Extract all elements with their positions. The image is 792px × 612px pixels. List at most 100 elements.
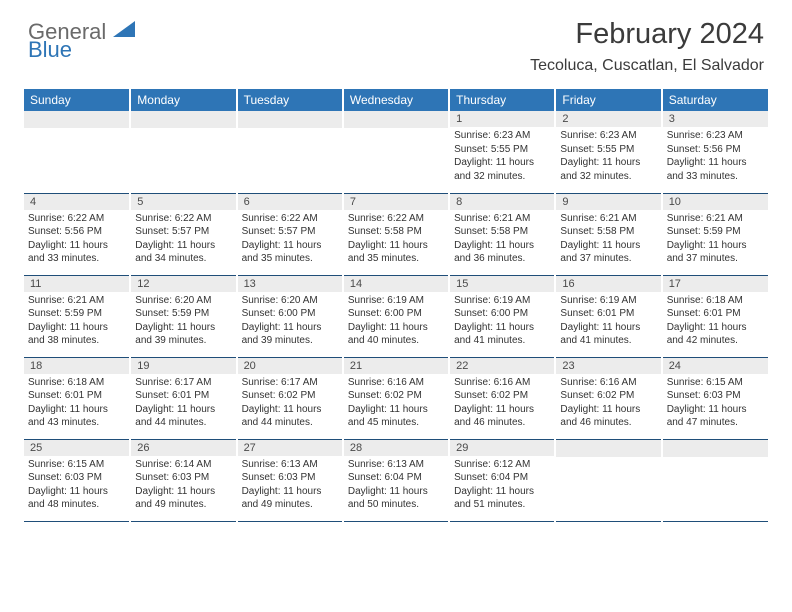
calendar-day-cell: [555, 439, 661, 521]
daylight-line-2: and 37 minutes.: [560, 252, 656, 266]
daylight-line-2: and 39 minutes.: [135, 334, 231, 348]
day-details: Sunrise: 6:22 AMSunset: 5:57 PMDaylight:…: [238, 210, 342, 268]
sunrise-line: Sunrise: 6:21 AM: [454, 212, 550, 226]
sunset-line: Sunset: 6:04 PM: [454, 471, 550, 485]
calendar-day-cell: 21Sunrise: 6:16 AMSunset: 6:02 PMDayligh…: [343, 357, 449, 439]
daylight-line-1: Daylight: 11 hours: [242, 485, 338, 499]
daylight-line-2: and 35 minutes.: [242, 252, 338, 266]
weekday-header: Friday: [555, 89, 661, 111]
day-details: Sunrise: 6:15 AMSunset: 6:03 PMDaylight:…: [24, 456, 129, 514]
sunset-line: Sunset: 6:00 PM: [348, 307, 444, 321]
sunrise-line: Sunrise: 6:14 AM: [135, 458, 231, 472]
day-details: Sunrise: 6:19 AMSunset: 6:00 PMDaylight:…: [344, 292, 448, 350]
sunrise-line: Sunrise: 6:13 AM: [348, 458, 444, 472]
daylight-line-1: Daylight: 11 hours: [135, 239, 231, 253]
daylight-line-1: Daylight: 11 hours: [135, 321, 231, 335]
sunrise-line: Sunrise: 6:15 AM: [28, 458, 125, 472]
day-number: 4: [24, 194, 129, 210]
sunset-line: Sunset: 5:57 PM: [242, 225, 338, 239]
calendar-day-cell: [130, 111, 236, 193]
sunrise-line: Sunrise: 6:19 AM: [560, 294, 656, 308]
day-details: Sunrise: 6:17 AMSunset: 6:02 PMDaylight:…: [238, 374, 342, 432]
day-details: Sunrise: 6:19 AMSunset: 6:00 PMDaylight:…: [450, 292, 554, 350]
empty-day-header: [556, 440, 660, 457]
daylight-line-2: and 33 minutes.: [667, 170, 764, 184]
calendar-week-row: 11Sunrise: 6:21 AMSunset: 5:59 PMDayligh…: [24, 275, 768, 357]
daylight-line-1: Daylight: 11 hours: [454, 485, 550, 499]
daylight-line-1: Daylight: 11 hours: [28, 485, 125, 499]
day-number: 17: [663, 276, 768, 292]
daylight-line-2: and 50 minutes.: [348, 498, 444, 512]
daylight-line-1: Daylight: 11 hours: [454, 156, 550, 170]
day-details: Sunrise: 6:21 AMSunset: 5:59 PMDaylight:…: [663, 210, 768, 268]
day-number: 11: [24, 276, 129, 292]
day-number: 14: [344, 276, 448, 292]
day-number: 13: [238, 276, 342, 292]
sunrise-line: Sunrise: 6:21 AM: [28, 294, 125, 308]
empty-day-header: [131, 111, 235, 128]
day-details: Sunrise: 6:13 AMSunset: 6:03 PMDaylight:…: [238, 456, 342, 514]
sunrise-line: Sunrise: 6:17 AM: [242, 376, 338, 390]
sunset-line: Sunset: 6:03 PM: [28, 471, 125, 485]
calendar-day-cell: 2Sunrise: 6:23 AMSunset: 5:55 PMDaylight…: [555, 111, 661, 193]
calendar-day-cell: 14Sunrise: 6:19 AMSunset: 6:00 PMDayligh…: [343, 275, 449, 357]
calendar-day-cell: 24Sunrise: 6:15 AMSunset: 6:03 PMDayligh…: [662, 357, 768, 439]
daylight-line-2: and 47 minutes.: [667, 416, 764, 430]
daylight-line-1: Daylight: 11 hours: [560, 156, 656, 170]
calendar-day-cell: [662, 439, 768, 521]
daylight-line-1: Daylight: 11 hours: [667, 403, 764, 417]
sunrise-line: Sunrise: 6:21 AM: [560, 212, 656, 226]
daylight-line-2: and 46 minutes.: [454, 416, 550, 430]
day-number: 27: [238, 440, 342, 456]
calendar-day-cell: 16Sunrise: 6:19 AMSunset: 6:01 PMDayligh…: [555, 275, 661, 357]
empty-day-header: [663, 440, 768, 457]
sunset-line: Sunset: 6:01 PM: [135, 389, 231, 403]
daylight-line-2: and 41 minutes.: [560, 334, 656, 348]
daylight-line-1: Daylight: 11 hours: [242, 321, 338, 335]
sunset-line: Sunset: 6:02 PM: [242, 389, 338, 403]
day-number: 15: [450, 276, 554, 292]
day-details: Sunrise: 6:17 AMSunset: 6:01 PMDaylight:…: [131, 374, 235, 432]
calendar-day-cell: 20Sunrise: 6:17 AMSunset: 6:02 PMDayligh…: [237, 357, 343, 439]
sunrise-line: Sunrise: 6:22 AM: [242, 212, 338, 226]
calendar-day-cell: 9Sunrise: 6:21 AMSunset: 5:58 PMDaylight…: [555, 193, 661, 275]
sunset-line: Sunset: 6:00 PM: [242, 307, 338, 321]
header: General Blue February 2024 Tecoluca, Cus…: [0, 0, 792, 79]
calendar-day-cell: [343, 111, 449, 193]
daylight-line-1: Daylight: 11 hours: [242, 403, 338, 417]
sunrise-line: Sunrise: 6:12 AM: [454, 458, 550, 472]
sunset-line: Sunset: 6:02 PM: [348, 389, 444, 403]
daylight-line-2: and 32 minutes.: [560, 170, 656, 184]
daylight-line-2: and 38 minutes.: [28, 334, 125, 348]
logo-text: General Blue: [28, 18, 135, 61]
day-number: 21: [344, 358, 448, 374]
sunrise-line: Sunrise: 6:19 AM: [454, 294, 550, 308]
daylight-line-1: Daylight: 11 hours: [667, 239, 764, 253]
sunset-line: Sunset: 6:01 PM: [560, 307, 656, 321]
calendar-day-cell: 23Sunrise: 6:16 AMSunset: 6:02 PMDayligh…: [555, 357, 661, 439]
calendar-day-cell: 1Sunrise: 6:23 AMSunset: 5:55 PMDaylight…: [449, 111, 555, 193]
day-details: Sunrise: 6:21 AMSunset: 5:58 PMDaylight:…: [450, 210, 554, 268]
sunset-line: Sunset: 5:59 PM: [135, 307, 231, 321]
sunrise-line: Sunrise: 6:23 AM: [667, 129, 764, 143]
calendar-day-cell: 22Sunrise: 6:16 AMSunset: 6:02 PMDayligh…: [449, 357, 555, 439]
daylight-line-2: and 46 minutes.: [560, 416, 656, 430]
day-details: Sunrise: 6:12 AMSunset: 6:04 PMDaylight:…: [450, 456, 554, 514]
day-number: 5: [131, 194, 235, 210]
logo: General Blue: [28, 18, 135, 61]
calendar-header-row: SundayMondayTuesdayWednesdayThursdayFrid…: [24, 89, 768, 111]
day-details: Sunrise: 6:16 AMSunset: 6:02 PMDaylight:…: [450, 374, 554, 432]
page-title: February 2024: [530, 18, 764, 51]
day-details: Sunrise: 6:22 AMSunset: 5:56 PMDaylight:…: [24, 210, 129, 268]
sunset-line: Sunset: 6:00 PM: [454, 307, 550, 321]
empty-day-header: [24, 111, 129, 128]
calendar-day-cell: 25Sunrise: 6:15 AMSunset: 6:03 PMDayligh…: [24, 439, 130, 521]
day-number: 9: [556, 194, 660, 210]
sunset-line: Sunset: 5:59 PM: [28, 307, 125, 321]
calendar-day-cell: 13Sunrise: 6:20 AMSunset: 6:00 PMDayligh…: [237, 275, 343, 357]
empty-day-header: [238, 111, 342, 128]
sunrise-line: Sunrise: 6:17 AM: [135, 376, 231, 390]
calendar-day-cell: [24, 111, 130, 193]
sunset-line: Sunset: 6:04 PM: [348, 471, 444, 485]
daylight-line-1: Daylight: 11 hours: [454, 403, 550, 417]
